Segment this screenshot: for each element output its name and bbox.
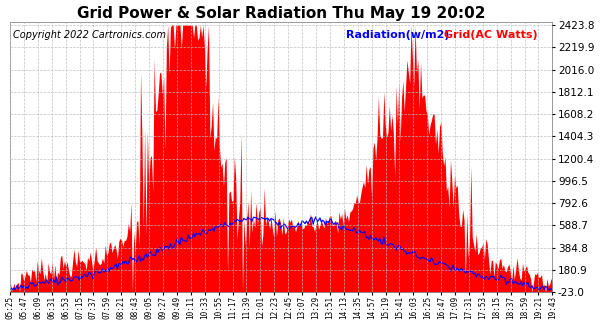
Text: Grid(AC Watts): Grid(AC Watts) (444, 30, 538, 40)
Title: Grid Power & Solar Radiation Thu May 19 20:02: Grid Power & Solar Radiation Thu May 19 … (77, 6, 485, 20)
Text: Copyright 2022 Cartronics.com: Copyright 2022 Cartronics.com (13, 30, 166, 40)
Text: Radiation(w/m2): Radiation(w/m2) (346, 30, 450, 40)
